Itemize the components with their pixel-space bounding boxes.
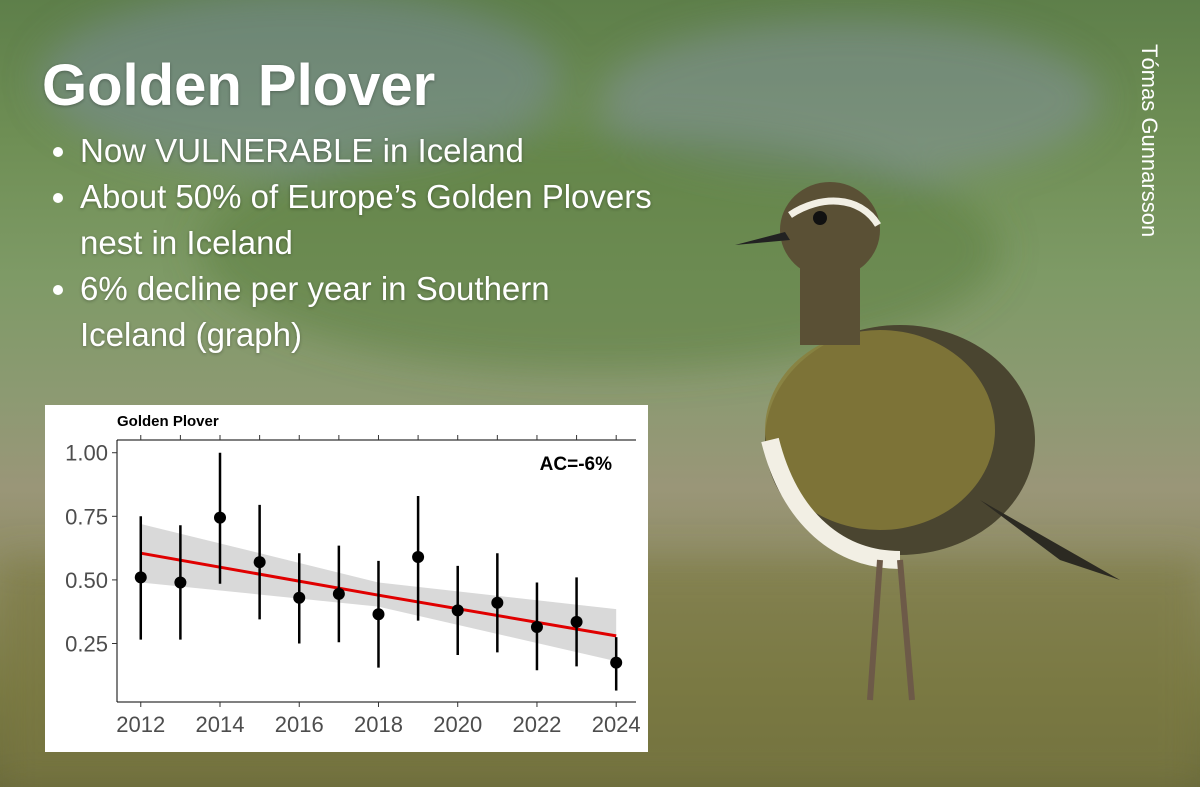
point <box>372 608 385 621</box>
point <box>412 551 425 564</box>
y-tick-label: 0.50 <box>65 568 108 593</box>
point <box>253 556 266 569</box>
x-tick-label: 2014 <box>196 712 245 737</box>
point <box>214 511 227 524</box>
x-tick-label: 2016 <box>275 712 324 737</box>
y-tick-label: 0.75 <box>65 504 108 529</box>
point <box>570 615 583 628</box>
chart-title: Golden Plover <box>117 413 219 430</box>
point <box>134 571 147 584</box>
y-tick-label: 0.25 <box>65 631 108 656</box>
x-tick-label: 2022 <box>512 712 561 737</box>
x-tick-label: 2024 <box>592 712 641 737</box>
slide-title: Golden Plover <box>42 53 436 118</box>
bullet: Now VULNERABLE in Iceland <box>80 128 660 174</box>
point <box>530 620 543 633</box>
point <box>491 596 504 609</box>
photo-credit: Tómas Gunnarsson <box>1137 44 1162 238</box>
x-tick-label: 2018 <box>354 712 403 737</box>
point <box>293 591 306 604</box>
x-tick-label: 2012 <box>116 712 165 737</box>
point <box>610 656 623 669</box>
bird <box>735 182 1120 701</box>
point <box>174 576 187 589</box>
point <box>332 587 345 600</box>
point <box>451 604 464 617</box>
x-tick-label: 2020 <box>433 712 482 737</box>
y-tick-label: 1.00 <box>65 441 108 466</box>
bullet-list: Now VULNERABLE in Iceland About 50% of E… <box>40 128 660 358</box>
annotation: AC=-6% <box>540 454 612 475</box>
bullet: 6% decline per year in Southern Iceland … <box>80 266 660 358</box>
bullet: About 50% of Europe’s Golden Plovers nes… <box>80 174 660 266</box>
